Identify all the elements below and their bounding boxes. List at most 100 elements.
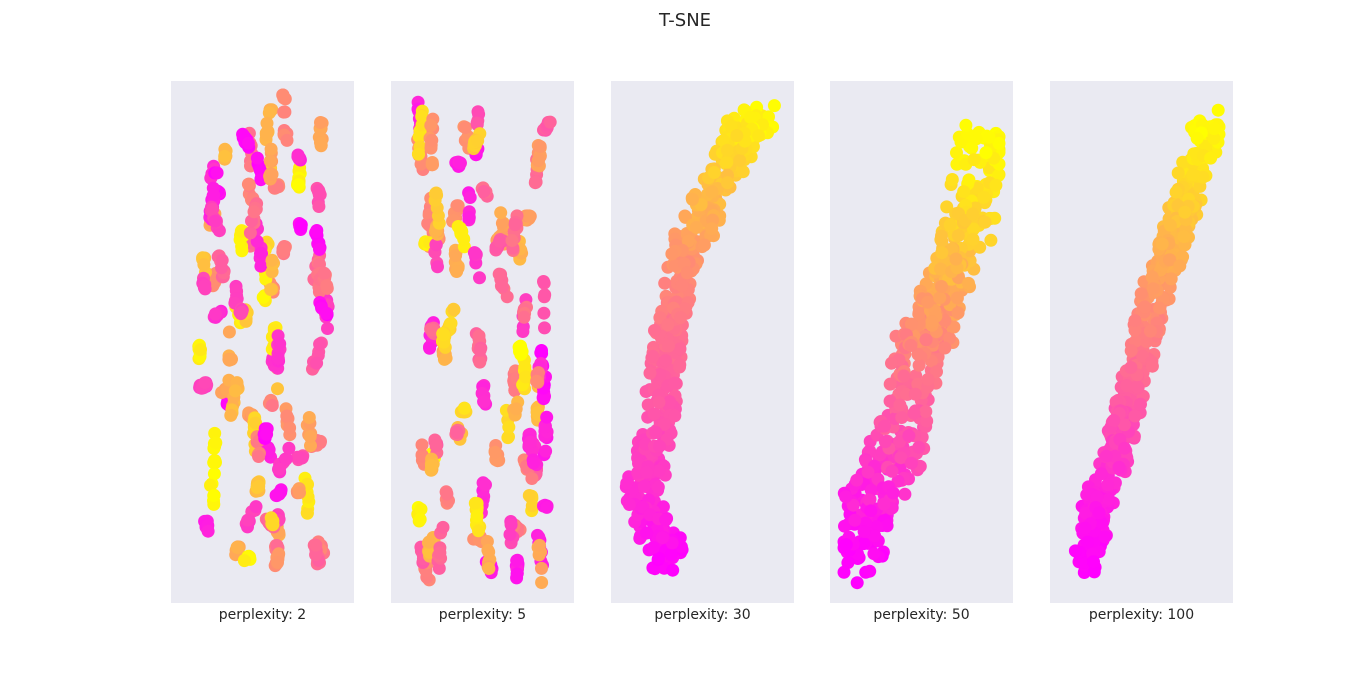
scatter-point <box>1120 379 1134 393</box>
scatter-point <box>314 116 327 129</box>
scatter-point <box>893 435 907 448</box>
scatter-point <box>930 365 943 379</box>
scatter-point <box>646 541 660 554</box>
scatter-point <box>664 548 678 562</box>
scatter-point <box>659 513 673 527</box>
scatter-point <box>468 496 482 510</box>
scatter-point <box>270 489 284 503</box>
scatter-point <box>415 438 429 452</box>
scatter-point <box>482 562 496 575</box>
scatter-point <box>721 176 734 190</box>
scatter-point <box>463 191 477 204</box>
scatter-point <box>207 467 221 481</box>
scatter-point <box>705 185 719 199</box>
scatter-point <box>222 325 236 339</box>
scatter-point <box>260 427 274 441</box>
scatter-point <box>668 376 682 390</box>
scatter-point <box>273 337 287 351</box>
scatter-point <box>264 142 278 156</box>
scatter-point <box>837 565 851 579</box>
scatter-point <box>685 192 699 206</box>
scatter-point <box>210 166 224 180</box>
scatter-point <box>989 178 1003 192</box>
scatter-point <box>1076 556 1090 569</box>
scatter-point <box>861 465 875 479</box>
scatter-point <box>743 110 757 124</box>
panel-label-perplexity-50: perplexity: 50 <box>873 607 970 623</box>
scatter-point <box>535 561 548 575</box>
scatter-point <box>535 576 549 589</box>
scatter-panel-perplexity-2 <box>171 81 354 603</box>
scatter-point <box>899 387 913 401</box>
scatter-point <box>1138 300 1152 314</box>
scatter-point <box>527 456 540 470</box>
scatter-point <box>241 513 255 527</box>
scatter-point <box>839 538 853 552</box>
scatter-point <box>426 323 440 337</box>
scatter-point <box>471 134 485 148</box>
scatter-point <box>425 133 439 147</box>
scatter-point <box>933 291 947 305</box>
scatter-point <box>1098 530 1112 544</box>
scatter-point <box>320 279 334 293</box>
scatter-point <box>940 200 954 214</box>
scatter-point <box>620 476 634 490</box>
scatter-point <box>652 551 666 565</box>
scatter-point <box>538 288 552 302</box>
scatter-point <box>652 395 666 409</box>
scatter-point <box>321 322 334 335</box>
scatter-point <box>523 435 537 449</box>
scatter-point <box>494 206 508 220</box>
scatter-point <box>720 155 734 169</box>
scatter-point <box>977 190 991 204</box>
scatter-point <box>472 524 485 538</box>
scatter-point <box>651 480 665 494</box>
scatter-point <box>208 426 222 440</box>
scatter-point <box>653 368 666 381</box>
scatter-panel-perplexity-30 <box>611 81 794 603</box>
scatter-point <box>473 271 486 285</box>
scatter-point <box>429 238 443 252</box>
scatter-point <box>309 538 323 552</box>
scatter-point <box>857 525 871 538</box>
scatter-point <box>265 253 279 267</box>
scatter-plot-perplexity-5 <box>411 95 557 589</box>
scatter-point <box>1081 535 1094 549</box>
scatter-point <box>724 119 738 133</box>
scatter-point <box>440 487 454 501</box>
scatter-point <box>470 116 484 130</box>
scatter-point <box>1171 166 1185 180</box>
scatter-point <box>537 275 550 288</box>
scatter-point <box>525 472 539 485</box>
scatter-point <box>535 347 549 360</box>
scatter-point <box>510 554 524 568</box>
scatter-point <box>705 222 719 236</box>
scatter-point <box>662 339 675 353</box>
scatter-point <box>201 524 215 538</box>
scatter-point <box>425 156 439 169</box>
scatter-point <box>720 143 734 157</box>
scatter-point <box>262 106 276 120</box>
scatter-point <box>848 513 862 527</box>
scatter-point <box>1118 441 1132 455</box>
scatter-point <box>1169 185 1183 199</box>
scatter-point <box>656 500 670 514</box>
scatter-point <box>540 410 554 424</box>
scatter-point <box>509 402 523 416</box>
scatter-point <box>450 265 464 278</box>
scatter-point <box>1128 314 1142 328</box>
scatter-point <box>493 234 506 248</box>
scatter-plot-perplexity-50 <box>837 118 1006 590</box>
scatter-point <box>1124 361 1138 374</box>
scatter-point <box>533 140 547 153</box>
scatter-point <box>1128 409 1142 423</box>
scatter-point <box>1087 555 1100 569</box>
scatter-point <box>280 133 294 147</box>
scatter-point <box>647 407 661 421</box>
scatter-point <box>300 506 314 520</box>
scatter-point <box>291 150 305 164</box>
scatter-point <box>646 349 660 363</box>
scatter-point <box>279 452 293 466</box>
scatter-panel-perplexity-100 <box>1050 81 1233 603</box>
chart-title: T-SNE <box>658 10 712 31</box>
